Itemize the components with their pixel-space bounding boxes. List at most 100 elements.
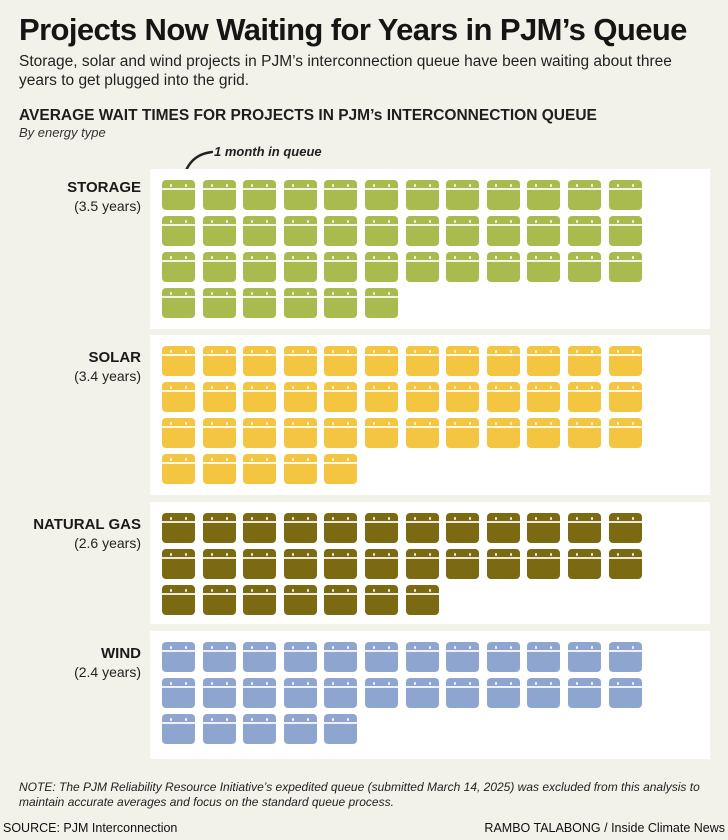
calendar-icon	[202, 513, 236, 543]
calendar-icon	[567, 549, 601, 579]
calendar-icon	[283, 216, 317, 246]
calendar-icon	[324, 180, 358, 210]
calendar-icon	[283, 678, 317, 708]
calendar-icon	[364, 642, 398, 672]
series-name: WIND	[101, 645, 141, 662]
calendar-icon	[162, 513, 195, 543]
calendar-icon	[364, 252, 398, 282]
calendar-icon	[243, 288, 277, 318]
calendar-icon	[283, 418, 317, 448]
calendar-icon	[405, 346, 439, 376]
calendar-icon	[405, 585, 439, 615]
calendar-icon	[405, 549, 439, 579]
calendar-icon	[567, 418, 601, 448]
calendar-icon	[527, 678, 561, 708]
calendar-icon	[162, 642, 195, 672]
calendar-icon	[527, 216, 561, 246]
calendar-icon	[364, 585, 398, 615]
calendar-icon	[202, 418, 236, 448]
solar-row-label: SOLAR (3.4 years)	[0, 348, 141, 386]
calendar-icon	[324, 714, 358, 744]
calendar-icon	[243, 454, 277, 484]
calendar-icon	[283, 252, 317, 282]
calendar-icon	[567, 216, 601, 246]
calendar-icon	[486, 642, 520, 672]
calendar-icon	[364, 382, 398, 412]
calendar-icon	[405, 252, 439, 282]
natural-gas-panel	[150, 502, 710, 624]
calendar-icon	[405, 180, 439, 210]
calendar-icon	[202, 346, 236, 376]
calendar-icon	[608, 382, 642, 412]
calendar-icon	[202, 714, 236, 744]
calendar-icon	[243, 678, 277, 708]
calendar-icon	[527, 513, 561, 543]
calendar-icon	[608, 642, 642, 672]
calendar-icon	[162, 714, 195, 744]
calendar-icon	[364, 418, 398, 448]
chart-title: AVERAGE WAIT TIMES FOR PROJECTS IN PJM’s…	[19, 107, 597, 124]
calendar-icon	[486, 549, 520, 579]
calendar-icon	[527, 382, 561, 412]
calendar-icon	[283, 585, 317, 615]
calendar-icon	[283, 714, 317, 744]
calendar-icon	[202, 549, 236, 579]
calendar-icon	[486, 382, 520, 412]
calendar-icon	[364, 549, 398, 579]
calendar-icon	[486, 346, 520, 376]
calendar-icon	[162, 382, 195, 412]
calendar-icon	[162, 454, 195, 484]
calendar-icon	[243, 216, 277, 246]
author-credit: RAMBO TALABONG / Inside Climate News	[484, 821, 725, 835]
calendar-icon	[527, 549, 561, 579]
calendar-icon	[283, 642, 317, 672]
calendar-icon	[567, 382, 601, 412]
calendar-icon	[446, 252, 480, 282]
calendar-icon	[405, 513, 439, 543]
calendar-icon	[446, 549, 480, 579]
calendar-icon	[202, 216, 236, 246]
calendar-icon	[608, 418, 642, 448]
calendar-icon	[567, 252, 601, 282]
calendar-icon	[162, 216, 195, 246]
calendar-icon	[162, 678, 195, 708]
calendar-icon	[364, 346, 398, 376]
storage-row-label: STORAGE (3.5 years)	[0, 178, 141, 216]
calendar-icon	[202, 252, 236, 282]
calendar-icon	[283, 288, 317, 318]
wind-panel	[150, 631, 710, 759]
calendar-icon	[486, 252, 520, 282]
calendar-icon	[283, 382, 317, 412]
calendar-icon	[608, 549, 642, 579]
calendar-icon	[608, 513, 642, 543]
chart-subtitle: By energy type	[19, 125, 106, 140]
calendar-icon	[243, 549, 277, 579]
calendar-icon	[446, 382, 480, 412]
calendar-icon	[608, 252, 642, 282]
calendar-icon	[364, 180, 398, 210]
calendar-icon	[405, 382, 439, 412]
calendar-icon	[324, 585, 358, 615]
solar-panel	[150, 335, 710, 495]
calendar-icon	[243, 714, 277, 744]
calendar-icon	[162, 585, 195, 615]
calendar-icon	[243, 642, 277, 672]
calendar-icon	[527, 346, 561, 376]
calendar-icon	[567, 642, 601, 672]
calendar-icon	[243, 585, 277, 615]
calendar-icon	[324, 642, 358, 672]
calendar-icon	[202, 382, 236, 412]
calendar-icon	[567, 180, 601, 210]
calendar-icon	[364, 288, 398, 318]
page-title: Projects Now Waiting for Years in PJM’s …	[19, 12, 687, 47]
series-name: SOLAR	[88, 349, 142, 366]
calendar-icon	[324, 288, 358, 318]
calendar-icon	[527, 180, 561, 210]
calendar-icon	[486, 513, 520, 543]
calendar-icon	[405, 678, 439, 708]
calendar-icon	[446, 216, 480, 246]
calendar-icon	[283, 180, 317, 210]
series-name: STORAGE	[67, 179, 141, 196]
calendar-icon	[162, 346, 195, 376]
series-years: (3.4 years)	[74, 368, 141, 384]
